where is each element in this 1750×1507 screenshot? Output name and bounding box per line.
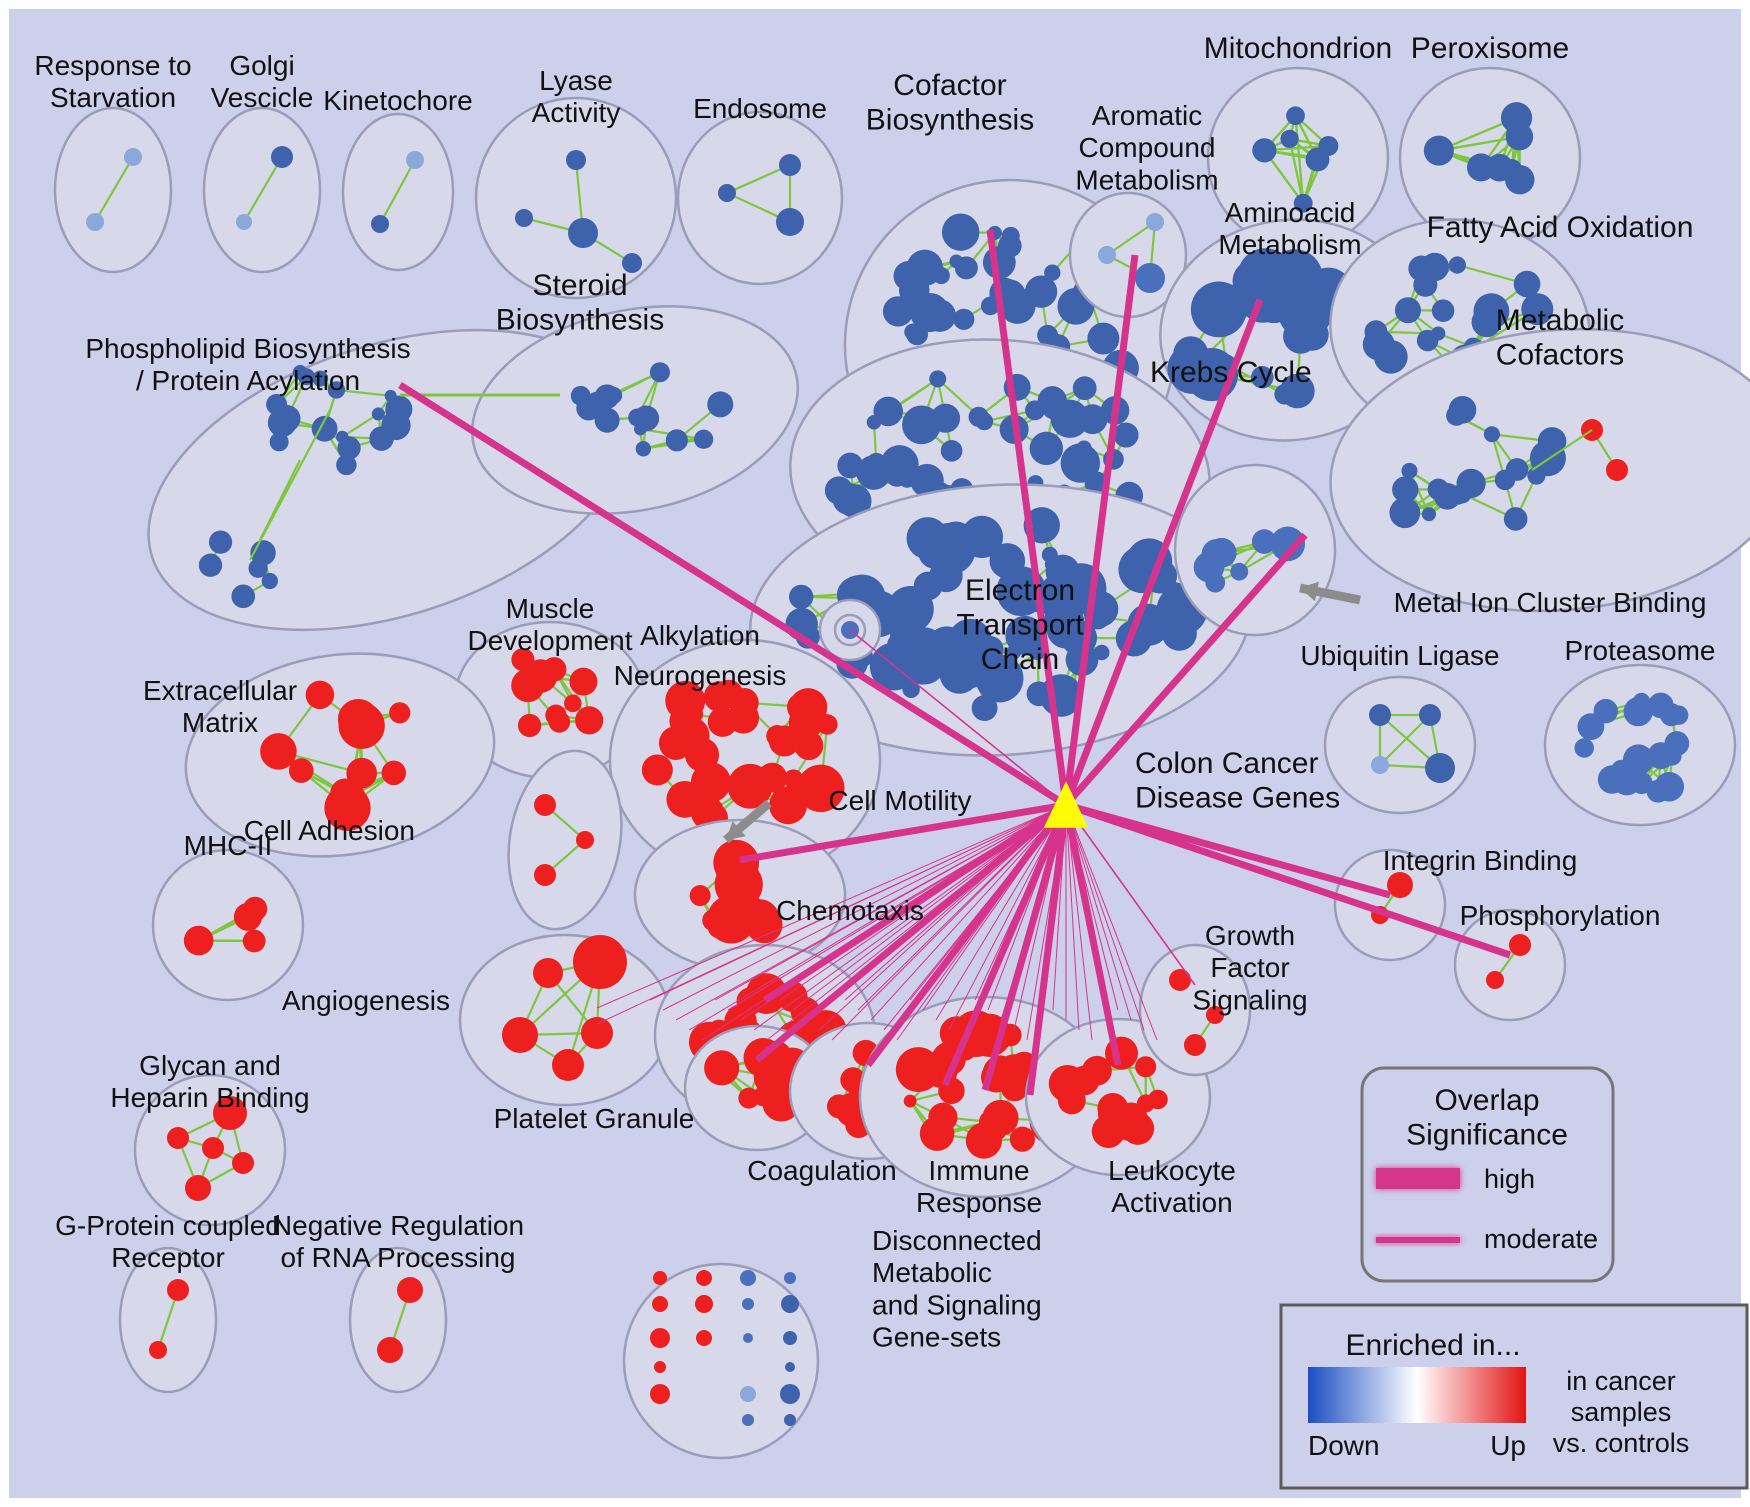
svg-text:Fatty Acid Oxidation: Fatty Acid Oxidation: [1427, 211, 1694, 244]
svg-text:Platelet Granule: Platelet Granule: [494, 1103, 695, 1134]
svg-text:Cell Motility: Cell Motility: [828, 785, 971, 816]
svg-text:Ubiquitin Ligase: Ubiquitin Ligase: [1300, 640, 1499, 671]
svg-text:Enriched in...: Enriched in...: [1345, 1329, 1520, 1362]
svg-text:Angiogenesis: Angiogenesis: [282, 985, 450, 1016]
svg-text:Phosphorylation: Phosphorylation: [1460, 900, 1661, 931]
svg-text:Neurogenesis: Neurogenesis: [614, 660, 787, 691]
svg-text:Metal Ion Cluster Binding: Metal Ion Cluster Binding: [1394, 587, 1707, 618]
svg-text:Coagulation: Coagulation: [747, 1155, 896, 1186]
svg-text:Down: Down: [1308, 1430, 1380, 1461]
svg-text:Integrin Binding: Integrin Binding: [1383, 845, 1578, 876]
svg-text:Endosome: Endosome: [693, 93, 827, 124]
svg-text:Krebs Cycle: Krebs Cycle: [1150, 356, 1312, 389]
svg-text:Up: Up: [1490, 1430, 1526, 1461]
svg-text:Kinetochore: Kinetochore: [323, 85, 472, 116]
svg-text:Proteasome: Proteasome: [1565, 635, 1716, 666]
svg-text:moderate: moderate: [1484, 1224, 1598, 1254]
svg-text:MHC-II: MHC-II: [184, 830, 273, 861]
svg-text:Chemotaxis: Chemotaxis: [776, 895, 924, 926]
svg-text:high: high: [1484, 1164, 1535, 1194]
svg-text:Alkylation: Alkylation: [640, 620, 760, 651]
svg-text:Mitochondrion: Mitochondrion: [1204, 32, 1392, 65]
svg-text:Peroxisome: Peroxisome: [1411, 32, 1569, 65]
